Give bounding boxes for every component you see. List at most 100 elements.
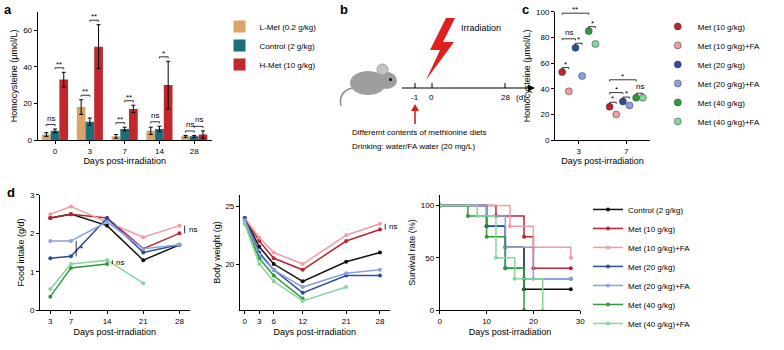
svg-text:3: 3 [48, 317, 53, 326]
svg-text:**: ** [56, 60, 62, 69]
svg-text:3: 3 [88, 147, 93, 156]
svg-text:*: * [577, 35, 580, 44]
svg-text:c: c [522, 2, 529, 17]
svg-text:Days post-irradiation: Days post-irradiation [74, 327, 157, 337]
svg-text:Body weight (g): Body weight (g) [212, 221, 222, 284]
svg-text:21: 21 [139, 317, 148, 326]
svg-text:Met (40 g/kg): Met (40 g/kg) [628, 301, 675, 310]
svg-text:Control (2 g/kg): Control (2 g/kg) [628, 206, 683, 215]
svg-text:Met (40 g/kg)+FA: Met (40 g/kg)+FA [698, 118, 760, 127]
svg-text:Drinking: water/FA water (20 m: Drinking: water/FA water (20 mg/L) [352, 142, 475, 151]
svg-text:25: 25 [225, 202, 234, 211]
svg-text:6: 6 [271, 317, 276, 326]
svg-text:(d): (d) [516, 93, 526, 102]
svg-text:20: 20 [225, 260, 234, 269]
svg-text:50: 50 [425, 254, 434, 263]
svg-text:*: * [615, 85, 618, 94]
svg-text:14: 14 [103, 317, 112, 326]
svg-text:80: 80 [541, 33, 550, 42]
svg-text:60: 60 [541, 59, 550, 68]
svg-text:*: * [162, 49, 165, 58]
svg-text:28: 28 [175, 317, 184, 326]
svg-text:20: 20 [23, 99, 32, 108]
svg-text:1: 1 [30, 268, 35, 277]
svg-text:**: ** [117, 115, 123, 124]
svg-text:2: 2 [30, 229, 35, 238]
svg-text:L-Met (0.2 g/kg): L-Met (0.2 g/kg) [260, 23, 317, 32]
svg-text:0: 0 [28, 136, 33, 145]
svg-text:d: d [7, 185, 15, 200]
svg-text:3: 3 [30, 191, 35, 200]
svg-text:ns: ns [565, 28, 573, 37]
svg-text:Irradiation: Irradiation [461, 23, 501, 33]
svg-text:0: 0 [53, 147, 58, 156]
svg-text:28: 28 [376, 317, 385, 326]
svg-text:*: * [591, 19, 594, 28]
svg-text:40: 40 [541, 85, 550, 94]
svg-text:ns: ns [636, 82, 644, 91]
svg-text:ns: ns [389, 222, 397, 231]
svg-text:7: 7 [624, 147, 629, 156]
svg-text:12: 12 [298, 317, 307, 326]
svg-text:20: 20 [541, 110, 550, 119]
svg-text:7: 7 [69, 317, 74, 326]
svg-text:ns: ns [116, 258, 124, 267]
svg-text:ns: ns [151, 111, 159, 120]
svg-text:ns: ns [186, 120, 194, 129]
svg-text:Homocysteine (μmol/L): Homocysteine (μmol/L) [9, 30, 19, 123]
svg-text:10: 10 [482, 317, 491, 326]
svg-text:H-Met (10 g/kg): H-Met (10 g/kg) [260, 61, 316, 70]
svg-text:a: a [4, 2, 12, 17]
svg-text:Days post-irradiation: Days post-irradiation [561, 156, 644, 166]
svg-text:Met (10 g/kg): Met (10 g/kg) [698, 23, 745, 32]
svg-text:0: 0 [243, 317, 248, 326]
svg-text:Control (2 g/kg): Control (2 g/kg) [260, 42, 315, 51]
svg-text:Met (10 g/kg): Met (10 g/kg) [628, 225, 675, 234]
svg-text:Days post-irradiation: Days post-irradiation [274, 327, 357, 337]
svg-text:3: 3 [577, 147, 582, 156]
svg-text:Met (20 g/kg)+FA: Met (20 g/kg)+FA [628, 282, 690, 291]
svg-text:Met (10 g/kg)+FA: Met (10 g/kg)+FA [698, 42, 760, 51]
svg-text:ns: ns [189, 225, 197, 234]
svg-text:60: 60 [23, 26, 32, 35]
svg-text:28: 28 [501, 93, 510, 102]
svg-text:*: * [621, 72, 624, 81]
svg-text:20: 20 [529, 317, 538, 326]
svg-text:**: ** [91, 12, 97, 21]
svg-text:Days post-irradiation: Days post-irradiation [83, 156, 166, 166]
svg-text:ns: ns [47, 114, 55, 123]
svg-text:**: ** [126, 93, 132, 102]
svg-text:0: 0 [438, 317, 443, 326]
svg-text:Met (40 g/kg): Met (40 g/kg) [698, 99, 745, 108]
svg-text:*: * [564, 60, 567, 69]
svg-text:0: 0 [430, 306, 435, 315]
svg-text:21: 21 [342, 317, 351, 326]
svg-text:**: ** [572, 5, 578, 14]
svg-text:100: 100 [536, 8, 550, 17]
svg-text:100: 100 [421, 201, 435, 210]
svg-text:Met (20 g/kg): Met (20 g/kg) [698, 61, 745, 70]
svg-text:Survival rate (%): Survival rate (%) [407, 219, 417, 286]
svg-text:30: 30 [576, 317, 585, 326]
svg-text:Days post-irradiation: Days post-irradiation [469, 327, 552, 337]
svg-text:0: 0 [429, 93, 434, 102]
svg-text:0: 0 [30, 306, 35, 315]
svg-text:14: 14 [155, 147, 164, 156]
svg-text:**: ** [82, 87, 88, 96]
svg-text:Food intake (g/d): Food intake (g/d) [16, 219, 26, 287]
svg-text:b: b [340, 2, 348, 17]
svg-text:*: * [611, 94, 614, 103]
svg-text:7: 7 [122, 147, 127, 156]
svg-text:0: 0 [545, 136, 550, 145]
svg-text:ns: ns [195, 115, 203, 124]
svg-text:Homocysteine (μmol/L): Homocysteine (μmol/L) [522, 30, 532, 123]
svg-text:Met (40 g/kg)+FA: Met (40 g/kg)+FA [628, 320, 690, 329]
svg-text:Met (20 g/kg)+FA: Met (20 g/kg)+FA [698, 80, 760, 89]
svg-text:Met (10 g/kg)+FA: Met (10 g/kg)+FA [628, 244, 690, 253]
svg-text:*: * [80, 244, 83, 253]
svg-text:40: 40 [23, 63, 32, 72]
svg-text:-1: -1 [411, 93, 419, 102]
svg-text:28: 28 [190, 147, 199, 156]
svg-text:*: * [625, 89, 628, 98]
svg-text:3: 3 [257, 317, 262, 326]
